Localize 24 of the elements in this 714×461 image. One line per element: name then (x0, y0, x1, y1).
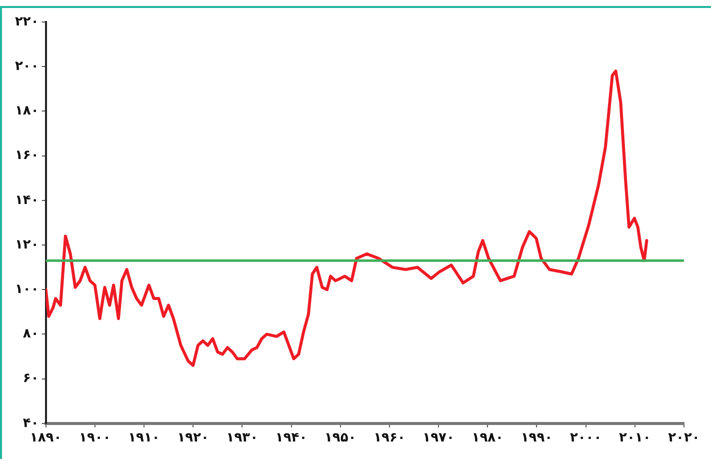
y-tick-label: ۸۰ (22, 326, 39, 342)
y-tick-label: ۱۲۰ (14, 237, 39, 252)
x-tick-label: ۲۰۱۰ (619, 430, 651, 446)
y-tick-label: ۲۰۰ (14, 58, 39, 74)
x-tick-label: ۱۹۲۰ (177, 430, 209, 446)
x-tick-label: ۱۹۷۰ (422, 430, 454, 446)
y-tick-label: ۱۶۰ (14, 148, 39, 164)
x-tick-label: ۲۰۰۰ (570, 430, 602, 446)
x-tick-label: ۱۹۰۰ (79, 430, 111, 446)
x-tick-label: ۱۹۵۰ (324, 430, 356, 446)
y-tick-label: ۱۸۰ (14, 104, 39, 119)
y-tick-label: ۶۰ (22, 371, 39, 386)
x-tick-label: ۱۹۹۰ (520, 430, 553, 446)
y-tick-label: ۴۰ (22, 416, 39, 431)
x-tick-label: ۱۹۳۰ (226, 430, 258, 446)
y-tick-label: ۲۲۰ (14, 14, 39, 30)
x-tick-label: ۱۹۴۰ (275, 430, 308, 446)
x-tick-label: ۱۸۹۰ (30, 430, 62, 446)
x-tick-label: ۱۹۱۰ (128, 430, 160, 446)
x-tick-label: ۱۹۸۰ (472, 430, 504, 446)
x-tick-label: ۲۰۲۰ (668, 430, 700, 446)
y-tick-label: ۱۰۰ (14, 282, 39, 297)
x-tick-label: ۱۹۶۰ (374, 430, 406, 446)
y-tick-label: ۱۴۰ (14, 192, 39, 208)
